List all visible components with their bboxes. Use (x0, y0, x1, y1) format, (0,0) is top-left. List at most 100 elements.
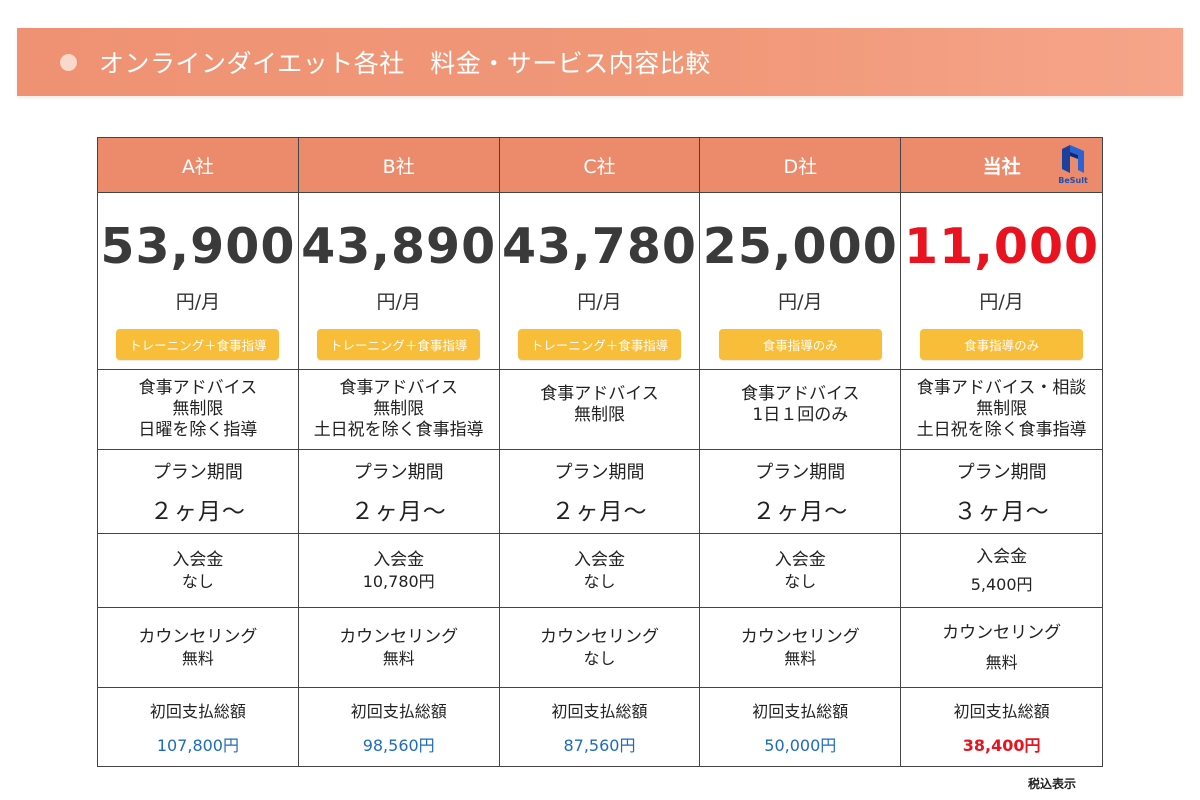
fee-value: なし (583, 571, 616, 591)
counsel-cell-a: カウンセリング 無料 (98, 608, 299, 688)
counsel-value: 無料 (985, 652, 1018, 672)
counsel-cell-ours: カウンセリング 無料 (901, 608, 1102, 688)
fee-label: 入会金 (172, 549, 224, 570)
header-company-b: B社 (298, 138, 500, 193)
counsel-label: カウンセリング (942, 622, 1062, 643)
plan-cell-d: プラン期間 ２ヶ月〜 (700, 450, 902, 534)
monthly-price: 11,000 (904, 218, 1100, 275)
plan-value: ２ヶ月〜 (551, 498, 648, 525)
counsel-cell-c: カウンセリング なし (499, 608, 701, 688)
fee-cell-b: 入会金 10,780円 (298, 534, 500, 608)
advice-cell-c: 食事アドバイス 無制限 (499, 370, 701, 450)
brand-logo-icon (1062, 145, 1084, 173)
advice-cell-a: 食事アドバイス 無制限 日曜を除く指導 (98, 370, 299, 450)
price-unit: 円/月 (577, 291, 622, 313)
counsel-value: 無料 (181, 648, 214, 668)
total-label: 初回支払総額 (551, 702, 648, 721)
total-cell-b: 初回支払総額 98,560円 (299, 688, 500, 766)
monthly-price: 43,780 (501, 218, 698, 275)
total-label: 初回支払総額 (350, 702, 447, 721)
advice-line: 食事アドバイス (339, 378, 458, 398)
plan-label: プラン期間 (956, 461, 1047, 483)
advice-line: 土日祝を除く食事指導 (313, 420, 484, 440)
price-cell-c: 43,780 円/月 トレーニング＋食事指導 (499, 193, 701, 370)
counsel-label: カウンセリング (138, 626, 258, 647)
plan-value: ２ヶ月〜 (149, 498, 246, 525)
fee-value: 10,780円 (362, 571, 435, 591)
advice-line: 食事アドバイス (741, 384, 860, 404)
advice-line: 食事アドバイス (138, 378, 258, 398)
fee-label: 入会金 (976, 546, 1028, 567)
counsel-cell-d: カウンセリング 無料 (700, 608, 902, 688)
total-value: 98,560円 (362, 736, 435, 755)
company-name: D社 (783, 155, 818, 178)
advice-line: 土日祝を除く食事指導 (916, 420, 1087, 440)
total-value: 50,000円 (764, 736, 837, 755)
service-badge: 食事指導のみ (718, 329, 882, 360)
total-value: 107,800円 (156, 736, 239, 755)
service-badge: 食事指導のみ (920, 329, 1084, 360)
advice-line: 無制限 (373, 399, 425, 419)
total-label: 初回支払総額 (752, 702, 849, 721)
total-label: 初回支払総額 (953, 702, 1050, 721)
fee-value: なし (181, 571, 214, 591)
advice-line: 無制限 (573, 405, 625, 425)
service-badge: トレーニング＋食事指導 (517, 329, 681, 360)
fee-label: 入会金 (373, 549, 425, 570)
fee-value: なし (784, 571, 817, 591)
fee-cell-ours: 入会金 5,400円 (901, 534, 1102, 608)
plan-cell-ours: プラン期間 ３ヶ月〜 (901, 450, 1102, 534)
fee-label: 入会金 (573, 549, 625, 570)
advice-line: 日曜を除く指導 (138, 420, 258, 440)
company-name: 当社 (982, 155, 1021, 178)
price-cell-d: 25,000 円/月 食事指導のみ (700, 193, 902, 370)
company-name: A社 (181, 155, 214, 178)
total-cell-a: 初回支払総額 107,800円 (98, 688, 299, 766)
counsel-label: カウンセリング (539, 626, 659, 647)
plan-label: プラン期間 (353, 461, 444, 483)
total-label: 初回支払総額 (149, 702, 246, 721)
counsel-value: 無料 (784, 648, 817, 668)
price-unit: 円/月 (979, 291, 1024, 313)
brand-logo-text: BeSult (1058, 176, 1088, 185)
counsel-value: 無料 (382, 648, 415, 668)
brand-logo: BeSult (1053, 143, 1093, 189)
header-company-a: A社 (98, 138, 299, 193)
counsel-label: カウンセリング (339, 626, 459, 647)
advice-line: 無制限 (172, 399, 224, 419)
monthly-price: 43,890 (301, 218, 497, 275)
fee-cell-a: 入会金 なし (98, 534, 299, 608)
plan-cell-a: プラン期間 ２ヶ月〜 (98, 450, 299, 534)
price-unit: 円/月 (778, 291, 823, 313)
fee-cell-d: 入会金 なし (700, 534, 902, 608)
fee-label: 入会金 (774, 549, 826, 570)
plan-label: プラン期間 (152, 461, 243, 483)
monthly-price: 53,900 (100, 218, 296, 275)
plan-label: プラン期間 (755, 461, 846, 483)
service-badge: トレーニング＋食事指導 (116, 329, 280, 360)
advice-cell-b: 食事アドバイス 無制限 土日祝を除く食事指導 (298, 370, 500, 450)
counsel-value: なし (583, 648, 616, 668)
company-name: B社 (382, 155, 415, 178)
total-value: 38,400円 (962, 736, 1041, 755)
comparison-table: A社 B社 C社 D社 当社 BeSult 53,900 円/月 トレーニング＋… (97, 137, 1103, 767)
total-cell-c: 初回支払総額 87,560円 (500, 688, 701, 766)
advice-line: 食事アドバイス (540, 384, 659, 404)
tax-note: 税込表示 (1028, 777, 1077, 791)
advice-line: 無制限 (976, 399, 1028, 419)
counsel-cell-b: カウンセリング 無料 (298, 608, 500, 688)
fee-value: 5,400円 (970, 574, 1033, 594)
header-company-d: D社 (700, 138, 902, 193)
header-company-c: C社 (499, 138, 701, 193)
service-badge: トレーニング＋食事指導 (317, 329, 481, 360)
total-cell-ours: 初回支払総額 38,400円 (901, 688, 1102, 766)
price-cell-a: 53,900 円/月 トレーニング＋食事指導 (98, 193, 299, 370)
company-name: C社 (583, 155, 616, 178)
price-cell-b: 43,890 円/月 トレーニング＋食事指導 (298, 193, 500, 370)
plan-cell-b: プラン期間 ２ヶ月〜 (298, 450, 500, 534)
advice-line: 1日１回のみ (752, 405, 849, 425)
fee-cell-c: 入会金 なし (499, 534, 701, 608)
advice-line: 食事アドバイス・相談 (916, 378, 1087, 398)
total-value: 87,560円 (563, 736, 636, 755)
